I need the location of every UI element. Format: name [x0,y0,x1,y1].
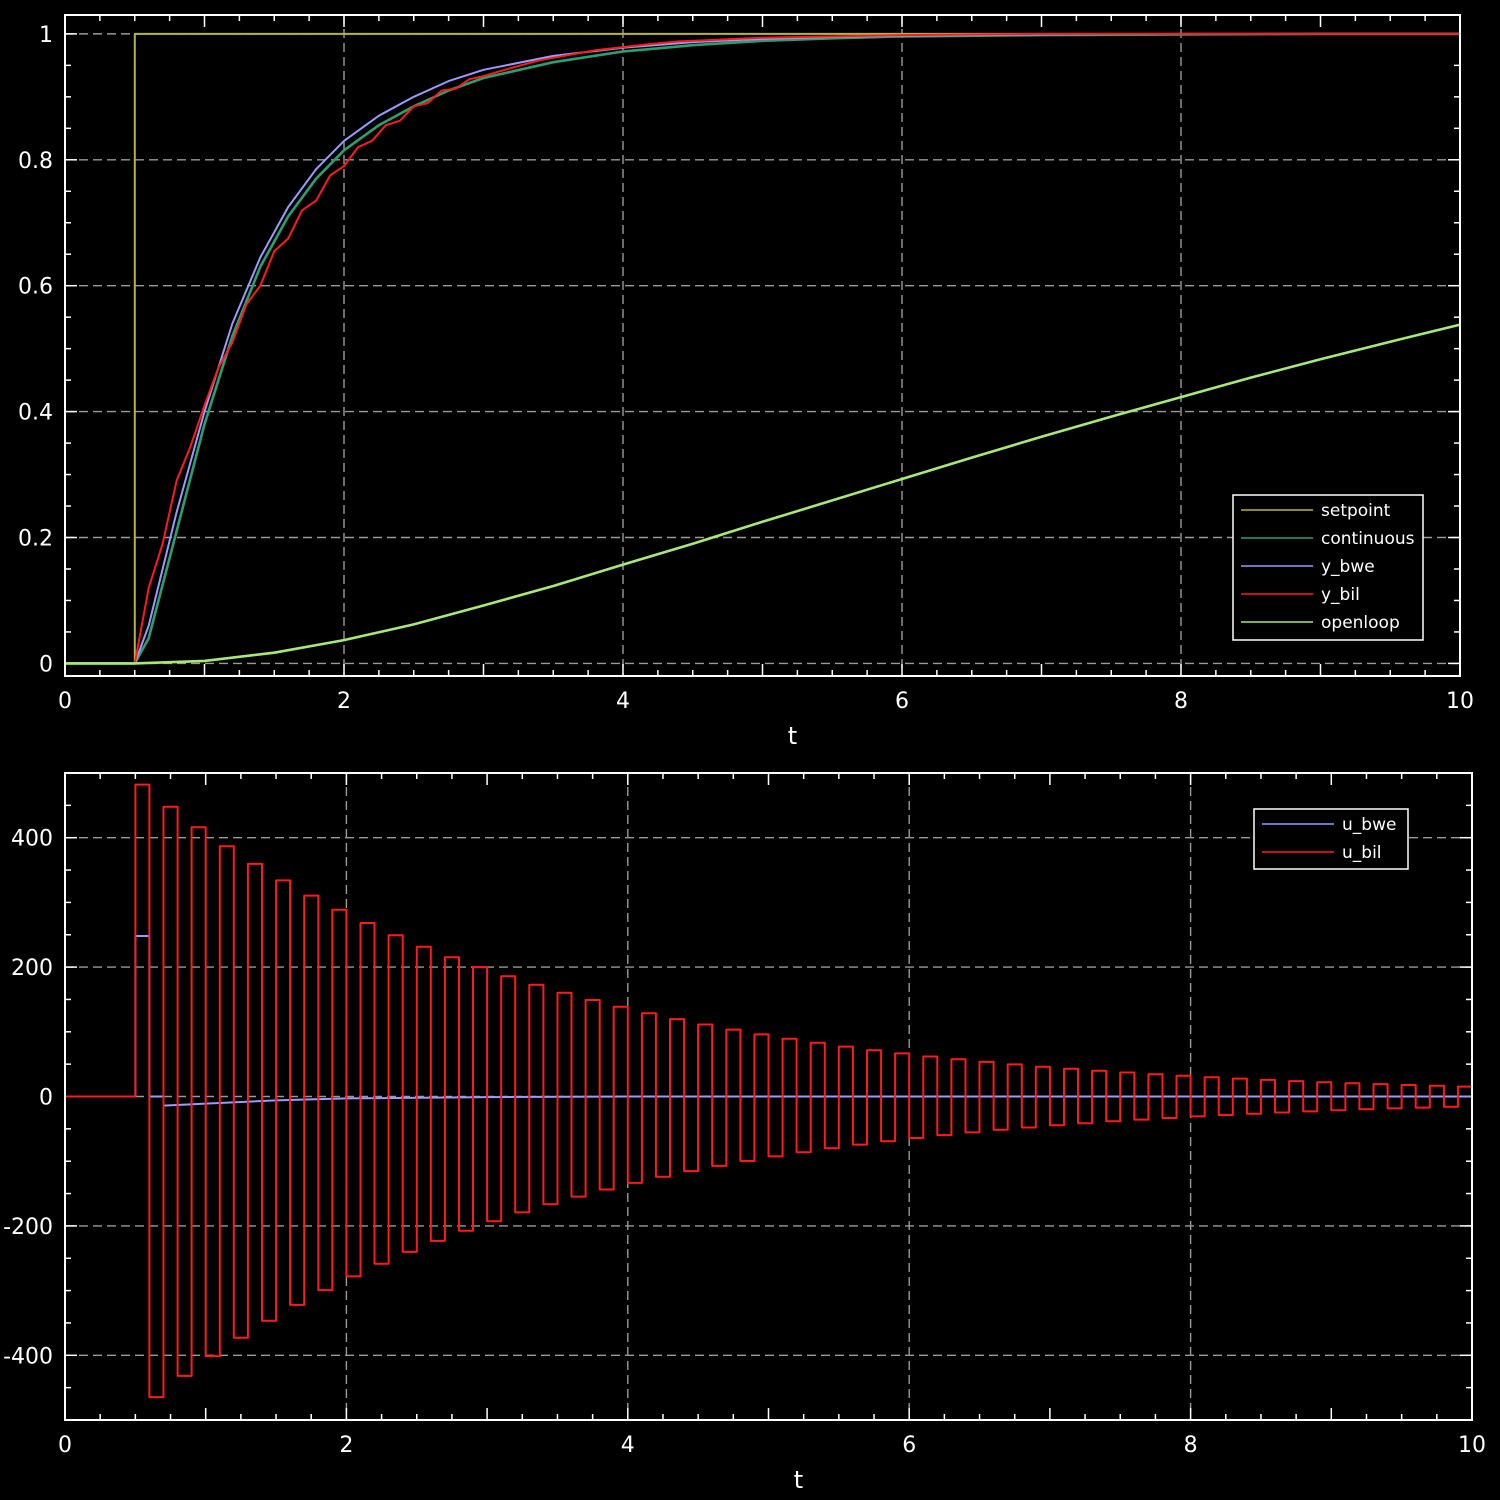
y-tick-label: -400 [3,1344,53,1369]
legend-label: openloop [1321,613,1400,633]
series-y-bil-line [65,32,1460,665]
x-tick-label: 8 [1174,689,1188,714]
y-tick-label: 400 [11,827,53,852]
legend-label: u_bwe [1342,815,1396,835]
y-tick-label: 0 [39,652,53,677]
top-plot: 0 2 4 6 8 10 0 0.2 0.4 0.6 0.8 1 t setpoint continuous… [18,14,1474,750]
legend-label: u_bil [1342,843,1382,863]
y-tick-label: 0.6 [18,275,53,300]
x-tick-label: 4 [616,689,630,714]
bottom-plot: 0 2 4 6 8 10 -400 -200 0 200 400 t u_bwe u_bil [3,772,1486,1494]
series-openloop-line [65,323,1460,665]
series-u-bwe-line [65,935,1472,1107]
series-group [65,32,1460,665]
axis-ticks [64,15,1461,676]
series-group [65,783,1472,1399]
x-tick-label: 0 [58,689,72,714]
legend-label: setpoint [1321,501,1391,521]
legend-box [1253,808,1409,870]
y-tick-label: 0.8 [18,149,53,174]
x-tick-label: 6 [895,689,909,714]
y-tick-label: 0 [39,1086,53,1111]
legend-label: y_bil [1321,585,1360,605]
x-axis-title: t [788,722,797,750]
y-tick-label: 0.2 [18,527,53,552]
x-tick-label: 6 [902,1433,916,1458]
legend-label: continuous [1321,529,1415,549]
legend: u_bwe u_bil [1253,808,1409,870]
x-tick-label: 4 [621,1433,635,1458]
y-tick-label: 1 [39,23,53,48]
y-tick-label: 200 [11,956,53,981]
legend: setpoint continuous y_bwe y_bil openloop [1232,494,1424,641]
legend-label: y_bwe [1321,557,1375,577]
x-tick-label: 10 [1458,1433,1486,1458]
x-tick-label: 8 [1184,1433,1198,1458]
y-tick-label: 0.4 [18,401,53,426]
series-u-bil-line [65,783,1472,1399]
plot-frame [64,14,1461,677]
legend-box [1232,494,1424,641]
x-tick-label: 10 [1446,689,1474,714]
x-axis-title: t [794,1466,803,1494]
x-tick-label: 0 [58,1433,72,1458]
x-tick-label: 2 [339,1433,353,1458]
x-tick-label: 2 [337,689,351,714]
plot-frame [64,772,1473,1421]
y-tick-label: -200 [3,1215,53,1240]
